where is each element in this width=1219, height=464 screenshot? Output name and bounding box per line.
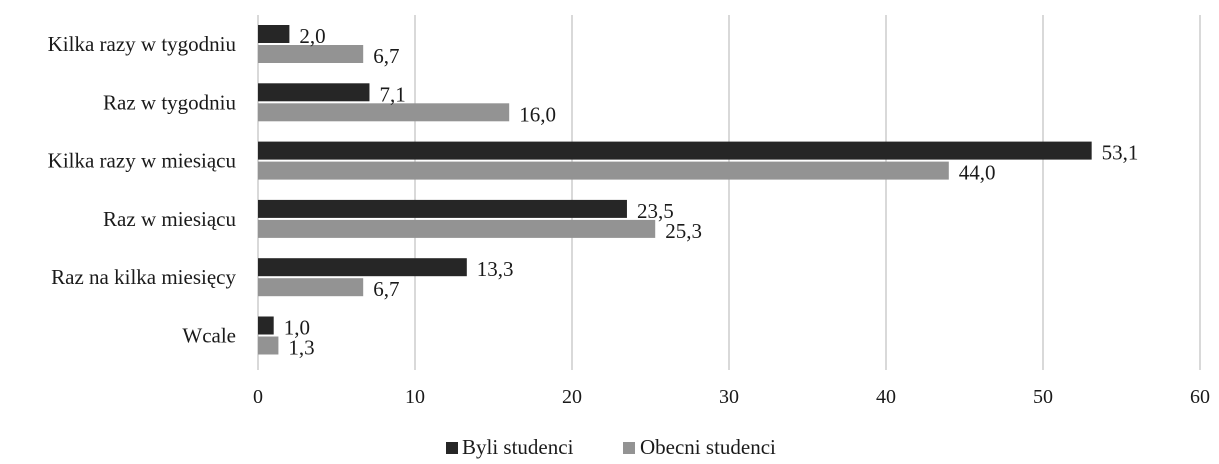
labels-layer: Kilka razy w tygodniu 2,0 6,7 Raz w tygodni… — [48, 24, 1139, 360]
x-tick-label: 40 — [876, 386, 896, 408]
data-label: 44,0 — [959, 161, 996, 185]
data-label: 2,0 — [299, 24, 325, 48]
x-tick-label: 30 — [719, 386, 739, 408]
x-tick-label: 50 — [1033, 386, 1053, 408]
data-label: 25,3 — [665, 219, 702, 243]
data-label: 1,3 — [288, 336, 314, 360]
legend-label: Byli studenci — [462, 435, 574, 459]
legend-swatch — [446, 442, 458, 454]
bar-byli-studenci — [258, 25, 290, 43]
category-label: Raz w miesiącu — [103, 207, 236, 231]
category-label: Wcale — [182, 324, 236, 348]
data-label: 16,0 — [519, 102, 556, 126]
data-label: 6,7 — [373, 44, 399, 68]
data-label: 6,7 — [373, 277, 399, 301]
bar-byli-studenci — [258, 141, 1092, 160]
legend: Byli studenci Obecni studenci — [446, 435, 776, 459]
category-label: Raz w tygodniu — [103, 90, 236, 114]
bar-obecni-studenci — [258, 45, 364, 63]
x-tick-label: 60 — [1190, 386, 1210, 408]
bars-layer — [258, 25, 1092, 355]
legend-label: Obecni studenci — [640, 435, 776, 459]
category-label: Kilka razy w tygodniu — [48, 32, 237, 56]
data-label: 1,0 — [284, 316, 310, 340]
bar-obecni-studenci — [258, 278, 364, 297]
legend-item-byli-studenci: Byli studenci — [446, 435, 574, 459]
data-label: 53,1 — [1102, 141, 1139, 165]
data-label: 23,5 — [637, 199, 674, 223]
data-label: 7,1 — [379, 82, 405, 106]
x-tick-label: 20 — [562, 386, 582, 408]
data-label: 13,3 — [477, 257, 514, 281]
bar-obecni-studenci — [258, 103, 510, 122]
bar-byli-studenci — [258, 316, 274, 335]
bar-obecni-studenci — [258, 336, 279, 355]
ticks-layer: 0 10 20 30 40 50 60 — [253, 386, 1210, 408]
legend-swatch — [623, 442, 635, 454]
x-tick-label: 10 — [405, 386, 425, 408]
grid-layer — [257, 15, 1201, 370]
category-label: Raz na kilka miesięcy — [51, 265, 236, 289]
bar-byli-studenci — [258, 258, 467, 277]
legend-item-obecni-studenci: Obecni studenci — [623, 435, 776, 459]
bar-byli-studenci — [258, 83, 370, 102]
bar-obecni-studenci — [258, 161, 949, 180]
bar-obecni-studenci — [258, 219, 656, 238]
category-label: Kilka razy w miesiącu — [48, 149, 237, 173]
x-tick-label: 0 — [253, 386, 263, 408]
bar-byli-studenci — [258, 199, 627, 218]
